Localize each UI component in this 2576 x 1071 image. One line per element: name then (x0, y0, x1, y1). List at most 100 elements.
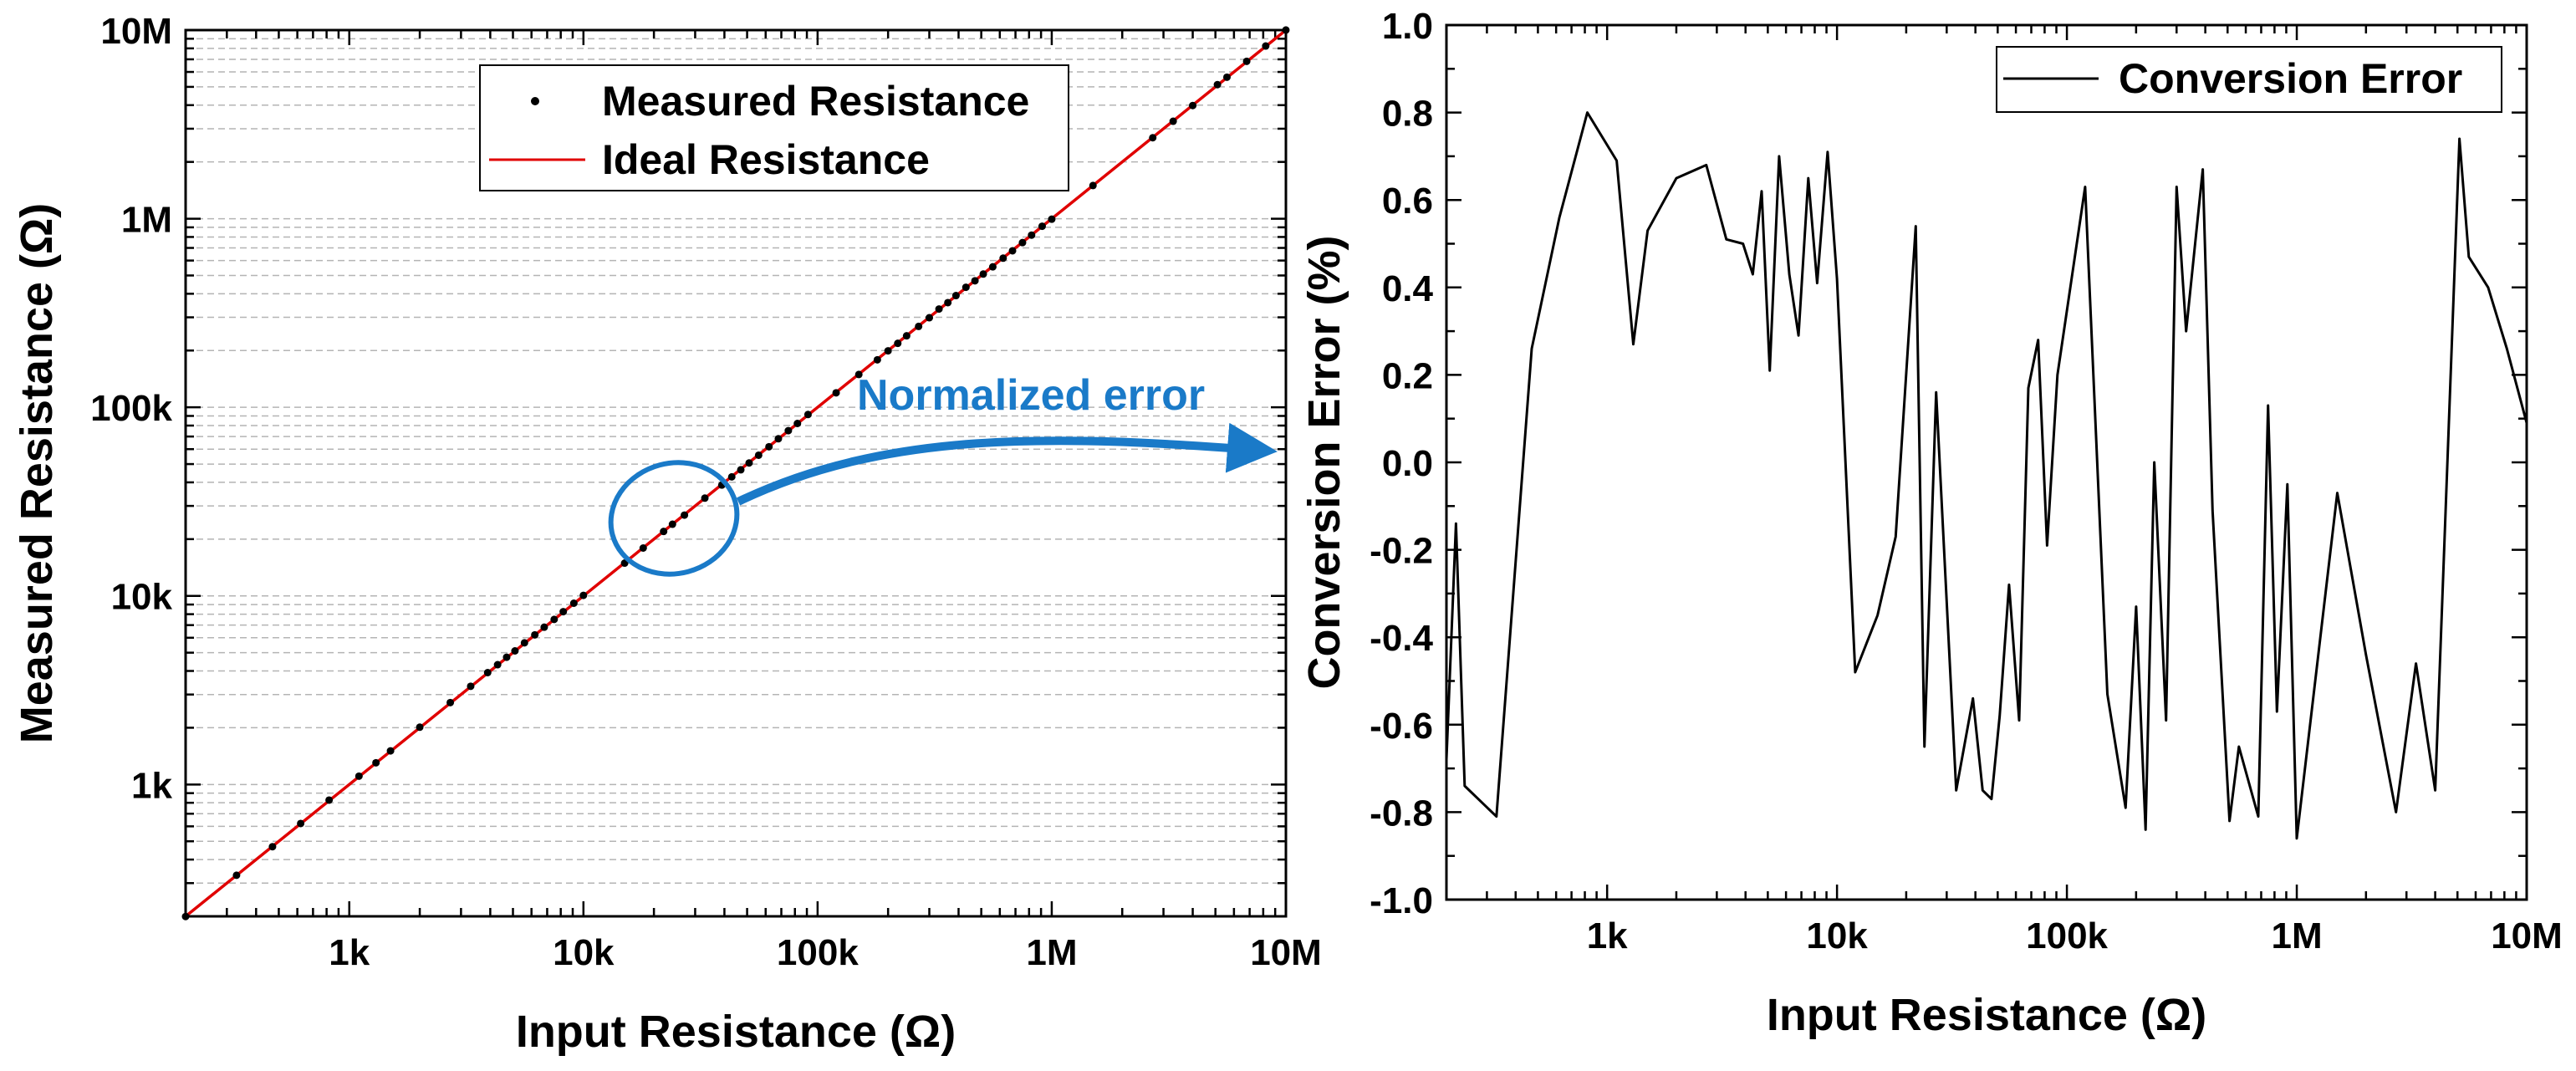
left-gridlines (186, 29, 1286, 917)
left-x-tick-label: 1M (1026, 932, 1077, 973)
right-x-axis-title: Input Resistance (Ω) (1767, 990, 2206, 1040)
measured-point (520, 639, 528, 647)
measured-point (660, 528, 668, 536)
right-y-tick-label: -0.6 (1370, 706, 1433, 747)
right-y-tick-label: -1.0 (1370, 880, 1433, 921)
right-y-tick-label: 0.8 (1382, 94, 1433, 135)
measured-resistance-series (181, 26, 1290, 921)
measured-point (1222, 73, 1231, 81)
measured-point (416, 723, 424, 732)
measured-point (559, 608, 568, 616)
measured-point (854, 370, 863, 379)
measured-point (894, 339, 902, 348)
measured-point (372, 758, 380, 767)
measured-point (540, 623, 548, 631)
measured-point (1038, 222, 1046, 231)
measured-point (754, 451, 763, 459)
measured-point (951, 292, 960, 300)
left-legend-box (479, 64, 1069, 191)
left-axis-ticks (184, 28, 1288, 918)
left-plot-frame (184, 28, 1288, 918)
right-axis-ticks (1445, 23, 2528, 901)
measured-point (803, 411, 812, 419)
measured-point (493, 660, 502, 669)
left-y-tick-label: 1M (121, 200, 172, 241)
measured-point (1262, 42, 1270, 50)
right-plot-frame (1445, 23, 2528, 901)
measured-point (1048, 215, 1056, 223)
measured-point (765, 442, 773, 451)
left-x-tick-label: 100k (777, 932, 859, 973)
measured-point (355, 772, 363, 780)
measured-point (793, 419, 802, 427)
right-y-axis-title: Conversion Error (%) (1299, 235, 1349, 689)
measured-point (268, 843, 277, 851)
measured-point (1149, 134, 1157, 142)
measured-point (1189, 101, 1197, 110)
measured-point (1028, 231, 1036, 239)
right-chart: 1k 10k 100k 1M 10M 1.0 0.8 0.6 0.4 0.2 0.0 -0.2 -0.4… (1299, 6, 2563, 1040)
right-x-tick-label: 100k (2026, 915, 2108, 956)
legend-error-label: Conversion Error (2119, 55, 2462, 102)
measured-point (902, 332, 911, 340)
measured-point (884, 347, 892, 355)
measured-point (737, 466, 745, 474)
left-chart: 1k 10k 100k 1M 10M 1k 10k 100k 1M 10M Input Resis… (12, 11, 1322, 1057)
measured-point (531, 630, 539, 639)
measured-point (502, 653, 511, 661)
measured-point (999, 254, 1007, 263)
measured-point (926, 314, 934, 322)
right-y-tick-label: 0.4 (1382, 268, 1434, 309)
left-tick-labels: 1k 10k 100k 1M 10M 1k 10k 100k 1M 10M (90, 11, 1322, 973)
measured-point (550, 615, 559, 624)
measured-point (1169, 117, 1177, 125)
left-x-tick-label: 10M (1250, 932, 1322, 973)
measured-point (569, 599, 578, 607)
measured-point (1213, 80, 1222, 89)
left-x-tick-label: 10k (553, 932, 615, 973)
right-legend: Conversion Error (1996, 46, 2502, 113)
measured-point (979, 270, 987, 278)
ideal-resistance-line (184, 28, 1288, 918)
legend-measured-marker (531, 97, 539, 105)
measured-point (1008, 247, 1017, 255)
measured-point (668, 520, 676, 528)
measured-point (297, 819, 305, 828)
right-x-tick-label: 10k (1806, 915, 1868, 956)
measured-point (784, 426, 793, 435)
measured-point (386, 747, 395, 755)
highlight-ellipse (608, 460, 740, 577)
measured-point (483, 668, 492, 676)
right-y-tick-label: 1.0 (1382, 6, 1433, 47)
left-y-tick-label: 10M (100, 11, 172, 52)
measured-point (1089, 181, 1097, 190)
measured-point (1018, 238, 1027, 247)
measured-point (915, 322, 923, 330)
measured-point (639, 544, 647, 553)
normalized-error-arrow (736, 422, 1278, 506)
right-x-tick-label: 1k (1587, 915, 1628, 956)
measured-point (325, 796, 334, 804)
measured-point (988, 263, 997, 271)
normalized-error-annotation: Normalized error (608, 371, 1278, 577)
right-x-tick-label: 1M (2271, 915, 2322, 956)
ideal-resistance-series (184, 28, 1288, 918)
left-y-axis-title: Measured Resistance (Ω) (12, 203, 62, 744)
measured-point (971, 277, 979, 285)
right-y-tick-label: -0.8 (1370, 793, 1433, 834)
right-tick-labels: 1k 10k 100k 1M 10M 1.0 0.8 0.6 0.4 0.2 0.0 -0.2 -0.4… (1370, 6, 2563, 956)
left-x-axis-title: Input Resistance (Ω) (516, 1007, 956, 1057)
left-y-tick-label: 100k (90, 388, 172, 429)
conversion-error-series (1445, 111, 2528, 840)
conversion-error-line (1445, 111, 2528, 840)
right-x-tick-label: 10M (2491, 915, 2563, 956)
left-y-tick-label: 10k (111, 577, 173, 618)
measured-point (745, 459, 753, 467)
legend-measured-label: Measured Resistance (602, 78, 1029, 125)
measured-point (832, 389, 840, 397)
right-y-tick-label: 0.6 (1382, 181, 1433, 222)
left-legend: Measured Resistance Ideal Resistance (479, 64, 1069, 191)
measured-point (681, 511, 689, 519)
measured-point (232, 871, 241, 880)
